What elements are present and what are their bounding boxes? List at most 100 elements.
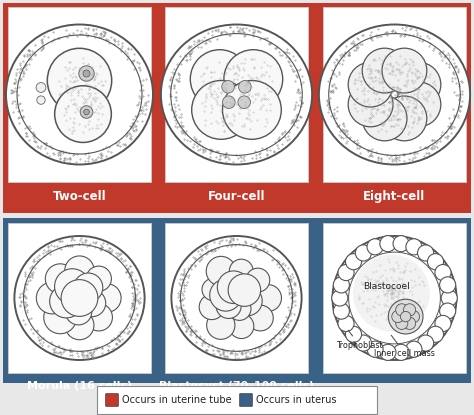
- Text: Inner cell mass: Inner cell mass: [374, 335, 436, 358]
- Circle shape: [406, 239, 422, 255]
- Circle shape: [441, 290, 457, 306]
- Text: Blastocyst (70–100 cells): Blastocyst (70–100 cells): [159, 381, 314, 391]
- Circle shape: [382, 48, 427, 93]
- Circle shape: [255, 285, 282, 311]
- Circle shape: [44, 301, 77, 334]
- Circle shape: [356, 335, 372, 351]
- Circle shape: [191, 81, 250, 139]
- Circle shape: [50, 285, 83, 318]
- Circle shape: [222, 96, 235, 108]
- Text: Eight-cell: Eight-cell: [364, 190, 426, 203]
- FancyBboxPatch shape: [323, 223, 466, 373]
- Circle shape: [246, 268, 270, 292]
- Circle shape: [338, 315, 354, 332]
- Circle shape: [348, 62, 393, 107]
- Circle shape: [229, 314, 254, 339]
- Circle shape: [439, 277, 456, 293]
- Circle shape: [356, 245, 372, 261]
- Circle shape: [403, 317, 416, 330]
- Circle shape: [202, 278, 224, 300]
- Circle shape: [392, 310, 404, 323]
- Circle shape: [238, 81, 251, 93]
- FancyBboxPatch shape: [106, 394, 118, 406]
- Text: Occurs in uterine tube: Occurs in uterine tube: [122, 395, 232, 405]
- Circle shape: [435, 315, 451, 332]
- Circle shape: [396, 82, 441, 127]
- Circle shape: [406, 341, 422, 357]
- Circle shape: [210, 279, 242, 311]
- Circle shape: [388, 299, 423, 334]
- FancyBboxPatch shape: [165, 223, 308, 373]
- Circle shape: [84, 109, 89, 115]
- Circle shape: [228, 297, 251, 320]
- Circle shape: [80, 106, 93, 118]
- Circle shape: [85, 304, 112, 331]
- Circle shape: [224, 50, 283, 108]
- Circle shape: [332, 236, 456, 360]
- Text: Trophoblast: Trophoblast: [337, 330, 383, 350]
- Ellipse shape: [319, 24, 470, 164]
- Circle shape: [401, 311, 411, 322]
- Text: Two-cell: Two-cell: [53, 190, 106, 203]
- Circle shape: [396, 304, 408, 316]
- Circle shape: [348, 82, 393, 127]
- Circle shape: [83, 70, 90, 77]
- Circle shape: [92, 284, 121, 312]
- Circle shape: [216, 293, 241, 318]
- Circle shape: [190, 50, 249, 108]
- Circle shape: [222, 81, 281, 139]
- Ellipse shape: [161, 24, 312, 164]
- Circle shape: [346, 254, 362, 270]
- Circle shape: [367, 341, 383, 357]
- Circle shape: [46, 264, 75, 293]
- Circle shape: [65, 298, 92, 325]
- Circle shape: [428, 254, 444, 270]
- Circle shape: [74, 273, 103, 302]
- FancyBboxPatch shape: [8, 223, 151, 373]
- Circle shape: [435, 264, 451, 281]
- Ellipse shape: [172, 236, 301, 360]
- Text: Occurs in uterus: Occurs in uterus: [256, 395, 337, 405]
- Circle shape: [380, 344, 396, 360]
- FancyBboxPatch shape: [97, 386, 377, 414]
- Text: Four-cell: Four-cell: [208, 190, 265, 203]
- Circle shape: [247, 305, 273, 331]
- Circle shape: [86, 266, 111, 291]
- Circle shape: [367, 239, 383, 255]
- Circle shape: [407, 310, 419, 323]
- Circle shape: [207, 311, 235, 339]
- Circle shape: [362, 48, 407, 93]
- Circle shape: [362, 96, 407, 141]
- Circle shape: [47, 48, 112, 113]
- Circle shape: [206, 256, 236, 286]
- Text: Morula (16 cells): Morula (16 cells): [27, 381, 132, 391]
- Circle shape: [382, 96, 427, 141]
- Circle shape: [439, 303, 456, 319]
- FancyBboxPatch shape: [8, 7, 151, 182]
- Circle shape: [222, 81, 235, 93]
- Circle shape: [346, 326, 362, 342]
- Circle shape: [79, 66, 94, 81]
- Circle shape: [418, 245, 434, 261]
- FancyBboxPatch shape: [3, 3, 471, 213]
- Circle shape: [396, 317, 408, 330]
- Circle shape: [428, 326, 444, 342]
- Circle shape: [353, 254, 430, 332]
- Circle shape: [333, 277, 349, 293]
- Circle shape: [55, 86, 111, 142]
- Circle shape: [61, 280, 98, 316]
- Circle shape: [229, 259, 253, 283]
- Circle shape: [65, 311, 94, 340]
- Circle shape: [36, 282, 68, 314]
- Circle shape: [380, 236, 396, 252]
- Circle shape: [79, 290, 106, 317]
- Circle shape: [232, 286, 262, 316]
- Circle shape: [55, 269, 90, 304]
- Ellipse shape: [14, 236, 145, 360]
- Text: Blastocoel: Blastocoel: [363, 281, 410, 290]
- Circle shape: [37, 96, 45, 104]
- FancyBboxPatch shape: [3, 218, 471, 383]
- Circle shape: [238, 96, 250, 108]
- FancyBboxPatch shape: [323, 7, 466, 182]
- Circle shape: [403, 304, 416, 316]
